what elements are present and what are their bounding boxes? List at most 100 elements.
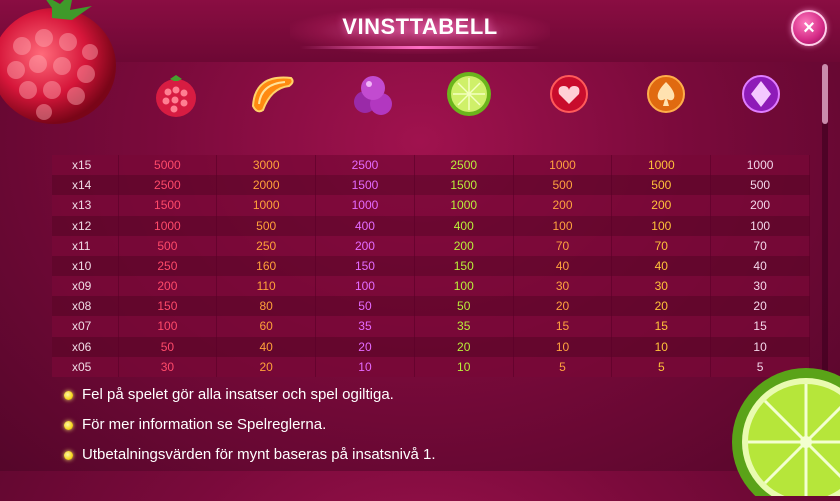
payout-cell: 70 [710,235,810,256]
payout-cell: 50 [118,336,218,357]
scrollbar-track[interactable] [822,64,828,459]
payout-cell: 100 [513,215,613,236]
multiplier-cell: x11 [52,235,119,256]
multiplier-cell: x13 [52,195,119,216]
bullet-icon [64,451,73,460]
payout-cell: 1500 [315,175,415,196]
table-row: x06 50 40 20 20 10 10 10 [52,336,810,357]
payout-cell: 1000 [315,195,415,216]
payout-cell: 2500 [118,175,218,196]
payout-cell: 200 [315,235,415,256]
payout-cell: 10 [414,356,514,377]
payout-cell: 160 [216,255,317,277]
payout-cell: 500 [611,175,712,196]
payout-cell: 1000 [513,155,613,176]
paytable: x15 5000 3000 2500 2500 1000 1000 1000 x14 2500 20… [52,155,810,377]
multiplier-cell: x15 [52,155,119,176]
diamond-gem-icon [733,66,789,122]
payout-cell: 15 [513,316,613,337]
table-row: x09 200 110 100 100 30 30 30 [52,276,810,297]
payout-cell: 20 [611,296,712,317]
raspberry-icon [148,66,204,122]
payout-cell: 10 [513,336,613,357]
note-text: Utbetalningsvärden för mynt baseras på i… [82,446,436,463]
payout-cell: 30 [710,276,810,297]
payout-cell: 500 [118,235,218,256]
payout-cell: 20 [414,336,514,357]
payout-cell: 70 [611,235,712,256]
payout-cell: 20 [710,296,810,317]
payout-cell: 1500 [414,175,514,196]
note-item: Fel på spelet gör alla insatser och spel… [64,386,436,416]
multiplier-cell: x07 [52,316,119,337]
payout-cell: 50 [315,296,415,317]
note-item: Utbetalningsvärden för mynt baseras på i… [64,446,436,476]
payout-cell: 150 [414,255,514,277]
payout-cell: 1000 [414,195,514,216]
table-row: x14 2500 2000 1500 1500 500 500 500 [52,175,810,196]
payout-cell: 200 [414,235,514,256]
scrollbar-thumb[interactable] [822,64,828,124]
payout-cell: 1000 [118,215,218,236]
table-row: x05 30 20 10 10 5 5 5 [52,356,810,377]
table-row: x12 1000 500 400 400 100 100 100 [52,215,810,236]
payout-cell: 10 [315,356,415,377]
payout-cell: 100 [414,276,514,297]
lime-icon [441,66,497,122]
close-button[interactable]: × [791,10,827,46]
payout-cell: 3000 [216,155,317,176]
payout-cell: 100 [315,276,415,297]
multiplier-cell: x08 [52,296,119,317]
payout-cell: 110 [216,276,317,297]
payout-cell: 80 [216,296,317,317]
multiplier-cell: x09 [52,276,119,297]
bullet-icon [64,421,73,430]
payout-cell: 400 [315,215,415,236]
payout-cell: 100 [710,215,810,236]
table-row: x08 150 80 50 50 20 20 20 [52,296,810,317]
payout-cell: 20 [315,336,415,357]
table-row: x07 100 60 35 35 15 15 15 [52,316,810,337]
table-row: x11 500 250 200 200 70 70 70 [52,235,810,256]
payout-cell: 200 [710,195,810,216]
payout-cell: 100 [118,316,218,337]
table-row: x13 1500 1000 1000 1000 200 200 200 [52,195,810,216]
payout-cell: 250 [118,255,218,277]
plum-icon [345,66,401,122]
payout-cell: 400 [414,215,514,236]
payout-cell: 500 [710,175,810,196]
payout-cell: 20 [513,296,613,317]
payout-cell: 50 [414,296,514,317]
note-text: Fel på spelet gör alla insatser och spel… [82,386,394,403]
payout-cell: 40 [611,255,712,277]
payout-cell: 200 [611,195,712,216]
payout-cell: 2000 [216,175,317,196]
payout-cell: 30 [611,276,712,297]
payout-cell: 500 [216,215,317,236]
payout-cell: 1000 [216,195,317,216]
payout-cell: 1500 [118,195,218,216]
payout-cell: 150 [118,296,218,317]
payout-cell: 35 [414,316,514,337]
payout-cell: 30 [118,356,218,377]
lime-decoration-icon [718,356,840,501]
orange-slice-icon [245,66,301,122]
payout-cell: 500 [513,175,613,196]
payout-cell: 10 [611,336,712,357]
payout-cell: 5000 [118,155,218,176]
payout-cell: 150 [315,255,415,277]
multiplier-cell: x05 [52,356,119,377]
note-text: För mer information se Spelreglerna. [82,416,327,433]
spade-gem-icon [638,66,694,122]
multiplier-cell: x12 [52,215,119,236]
payout-cell: 2500 [315,155,415,176]
payout-cell: 40 [216,336,317,357]
payout-cell: 1000 [710,155,810,176]
payout-cell: 1000 [611,155,712,176]
heart-gem-icon [541,66,597,122]
payout-cell: 60 [216,316,317,337]
multiplier-cell: x10 [52,255,119,277]
title-underline [300,46,540,49]
payout-cell: 200 [118,276,218,297]
payout-cell: 40 [710,255,810,277]
